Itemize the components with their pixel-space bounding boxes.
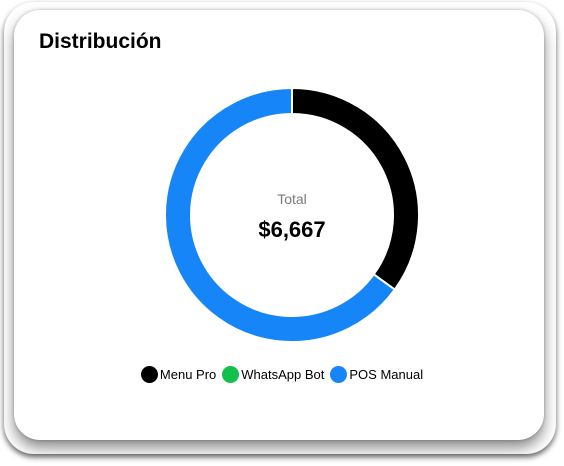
legend-swatch-pos-manual	[330, 366, 348, 383]
legend-item-menu-pro[interactable]: Menu Pro	[140, 366, 217, 383]
donut-slice-menu-pro[interactable]	[291, 86, 420, 292]
legend-item-whatsapp-bot[interactable]: WhatsApp Bot	[222, 366, 324, 383]
legend-swatch-whatsapp-bot	[222, 366, 240, 383]
total-value: $6,667	[258, 217, 326, 242]
donut-slice-pos-manual[interactable]	[164, 86, 397, 343]
total-label: Total	[277, 191, 307, 207]
legend-swatch-menu-pro	[140, 366, 158, 383]
legend-label-whatsapp-bot: WhatsApp Bot	[241, 367, 325, 382]
chart-legend: Menu Pro WhatsApp Bot POS Manual	[0, 366, 564, 383]
card-title: Distribución	[39, 30, 162, 53]
legend-item-pos-manual[interactable]: POS Manual	[330, 366, 423, 383]
distribution-card	[14, 10, 544, 440]
legend-label-menu-pro: Menu Pro	[159, 367, 217, 382]
legend-label-pos-manual: POS Manual	[349, 367, 424, 382]
